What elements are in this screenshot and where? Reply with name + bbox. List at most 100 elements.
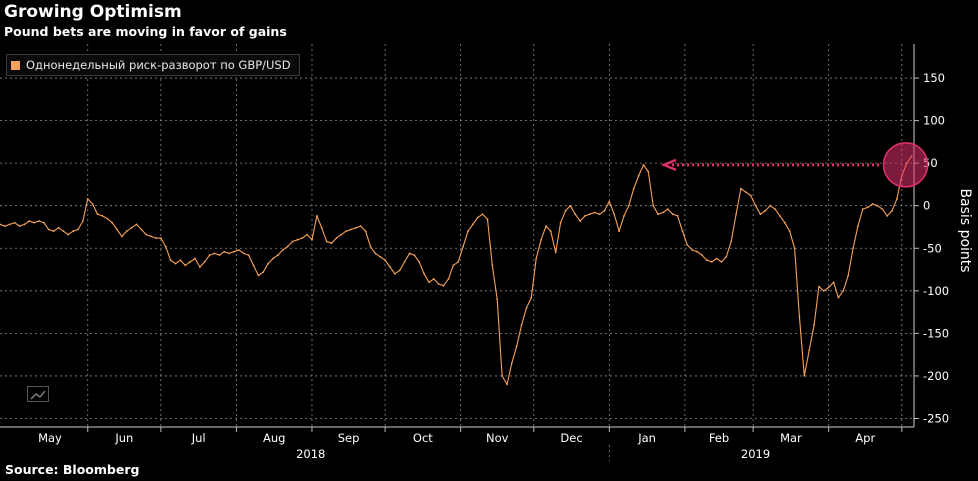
data-point: [861, 208, 864, 211]
line-chart-icon[interactable]: [27, 386, 49, 402]
data-point: [852, 247, 854, 250]
data-point: [340, 233, 343, 236]
data-point: [38, 220, 40, 222]
data-point: [559, 221, 562, 224]
data-point: [111, 221, 113, 224]
x-tick-label: Sep: [338, 431, 360, 445]
data-point: [627, 204, 630, 207]
data-point: [442, 284, 445, 287]
y-tick-label: -50: [923, 241, 942, 255]
x-tick-label: Mar: [780, 431, 802, 445]
y-axis-title: Basis points: [957, 188, 973, 272]
data-point: [413, 254, 416, 256]
data-point: [306, 233, 308, 236]
data-point: [774, 208, 776, 211]
data-point: [247, 254, 250, 256]
data-point: [140, 228, 143, 231]
data-point: [96, 213, 99, 216]
data-point: [213, 252, 216, 255]
data-point: [267, 262, 269, 265]
data-point: [13, 221, 16, 224]
data-point: [506, 383, 508, 386]
data-point: [462, 245, 464, 248]
y-tick-label: 0: [923, 199, 930, 213]
legend-swatch: [11, 60, 20, 70]
data-point: [793, 247, 796, 250]
data-point: [574, 213, 577, 216]
data-point: [501, 375, 503, 377]
data-point: [77, 228, 79, 231]
data-point: [871, 203, 874, 205]
data-point: [0, 223, 1, 226]
data-point: [588, 213, 591, 216]
data-point: [203, 261, 206, 263]
data-point: [827, 286, 830, 289]
x-tick-label: Oct: [413, 431, 433, 445]
data-point: [28, 220, 31, 222]
data-point: [179, 259, 182, 262]
data-point: [545, 225, 547, 228]
data-point: [218, 254, 221, 256]
data-point: [325, 240, 328, 243]
data-point: [857, 225, 859, 228]
data-point: [23, 223, 26, 226]
x-tick-label: Jan: [637, 431, 656, 445]
data-point: [311, 238, 313, 241]
data-point: [525, 306, 528, 309]
data-point: [491, 264, 494, 267]
data-point: [43, 221, 45, 224]
data-point: [301, 237, 304, 240]
data-point: [91, 203, 94, 205]
data-point: [579, 220, 581, 222]
data-point: [101, 215, 104, 217]
data-point: [671, 213, 674, 216]
data-point: [584, 215, 586, 217]
data-point: [618, 230, 620, 233]
data-point: [316, 215, 318, 217]
data-point: [730, 240, 733, 243]
data-point: [242, 252, 245, 255]
data-point: [530, 296, 533, 299]
y-tick-label: -100: [923, 284, 949, 298]
x-tick-label: Apr: [855, 431, 875, 445]
data-point: [486, 218, 489, 221]
data-point: [257, 274, 260, 277]
data-point: [681, 230, 684, 233]
data-point: [8, 223, 11, 226]
data-point: [886, 215, 889, 217]
data-point: [194, 257, 196, 260]
x-tick-label: Feb: [709, 431, 729, 445]
data-point: [803, 375, 806, 377]
annotation-arrow-head: [660, 158, 677, 172]
data-point: [447, 278, 450, 280]
data-point: [164, 245, 167, 248]
data-point: [613, 213, 616, 216]
data-point: [696, 250, 698, 253]
data-point: [686, 244, 689, 246]
data-point: [759, 213, 762, 216]
highlight-circle: [882, 142, 929, 188]
data-point: [657, 213, 659, 216]
data-point: [564, 209, 567, 212]
data-point: [106, 217, 109, 220]
data-point: [432, 278, 435, 280]
data-point: [116, 228, 118, 231]
data-point: [710, 261, 713, 263]
data-point: [296, 238, 299, 241]
data-point: [837, 296, 840, 299]
data-point: [262, 271, 265, 273]
data-point: [754, 204, 757, 207]
data-point: [82, 220, 84, 222]
data-point: [818, 285, 820, 288]
data-point: [598, 213, 601, 216]
data-point: [277, 254, 279, 256]
series-line: [0, 155, 913, 385]
data-point: [384, 259, 386, 262]
data-point: [330, 242, 333, 245]
data-point: [135, 223, 138, 226]
data-point: [272, 257, 274, 260]
data-point: [457, 261, 460, 263]
data-point: [169, 259, 172, 262]
chart-subtitle: Pound bets are moving in favor of gains: [4, 24, 287, 39]
data-point: [691, 249, 694, 251]
